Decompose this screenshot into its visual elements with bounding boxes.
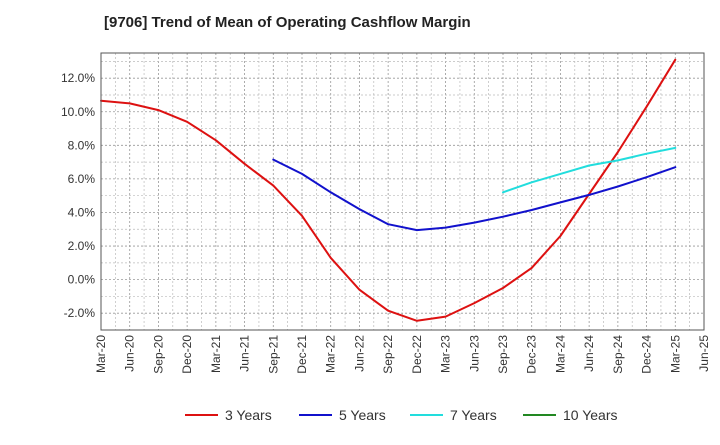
y-tick-label: 6.0% <box>68 172 96 186</box>
x-tick-label: Dec-24 <box>640 335 654 374</box>
y-tick-label: 2.0% <box>68 239 96 253</box>
legend-label-3-years: 3 Years <box>225 407 272 423</box>
legend-label-10-years: 10 Years <box>563 407 618 423</box>
series-line-7-years <box>502 146 677 194</box>
grid-layer <box>101 53 704 331</box>
y-tick-label: 10.0% <box>61 105 95 119</box>
x-tick-label: Sep-23 <box>496 335 510 374</box>
x-tick-label: Mar-22 <box>324 335 338 373</box>
x-tick-labels: Mar-20 Jun-20 Sep-20 Dec-20 Mar-21 Jun-21 Sep-… <box>94 335 711 374</box>
x-tick-label: Jun-21 <box>238 335 252 372</box>
x-tick-label: Mar-25 <box>668 335 682 373</box>
x-tick-label: Jun-25 <box>697 335 711 372</box>
y-tick-label: 8.0% <box>68 138 96 152</box>
x-tick-label: Jun-23 <box>467 335 481 372</box>
x-tick-label: Dec-23 <box>525 335 539 374</box>
x-tick-label: Jun-24 <box>582 335 596 372</box>
chart-title: [9706] Trend of Mean of Operating Cashfl… <box>104 14 471 31</box>
series-line-3-years <box>100 58 677 322</box>
y-tick-labels: -2.0% 0.0% 2.0% 4.0% 6.0% 8.0% 10.0% 12.0% <box>61 71 95 320</box>
x-tick-label: Jun-22 <box>352 335 366 372</box>
x-tick-label: Dec-21 <box>295 335 309 374</box>
x-tick-label: Mar-21 <box>209 335 223 373</box>
x-tick-label: Mar-24 <box>553 335 567 373</box>
x-tick-label: Mar-20 <box>94 335 108 373</box>
plot-frame <box>100 52 705 331</box>
y-tick-label: 0.0% <box>68 273 96 287</box>
x-tick-label: Mar-23 <box>439 335 453 373</box>
legend-label-7-years: 7 Years <box>450 407 497 423</box>
y-tick-label: 12.0% <box>61 71 95 85</box>
series-line-5-years <box>272 158 677 232</box>
x-tick-label: Sep-24 <box>611 335 625 374</box>
x-tick-label: Sep-20 <box>151 335 165 374</box>
x-tick-label: Jun-20 <box>123 335 137 372</box>
y-tick-label: -2.0% <box>64 306 96 320</box>
x-tick-label: Sep-21 <box>266 335 280 374</box>
x-tick-label: Dec-20 <box>180 335 194 374</box>
series-layer <box>100 58 677 322</box>
x-tick-label: Sep-22 <box>381 335 395 374</box>
x-tick-label: Dec-22 <box>410 335 424 374</box>
y-tick-label: 4.0% <box>68 205 96 219</box>
legend: 3 Years 5 Years 7 Years 10 Years <box>185 407 618 423</box>
legend-label-5-years: 5 Years <box>339 407 386 423</box>
